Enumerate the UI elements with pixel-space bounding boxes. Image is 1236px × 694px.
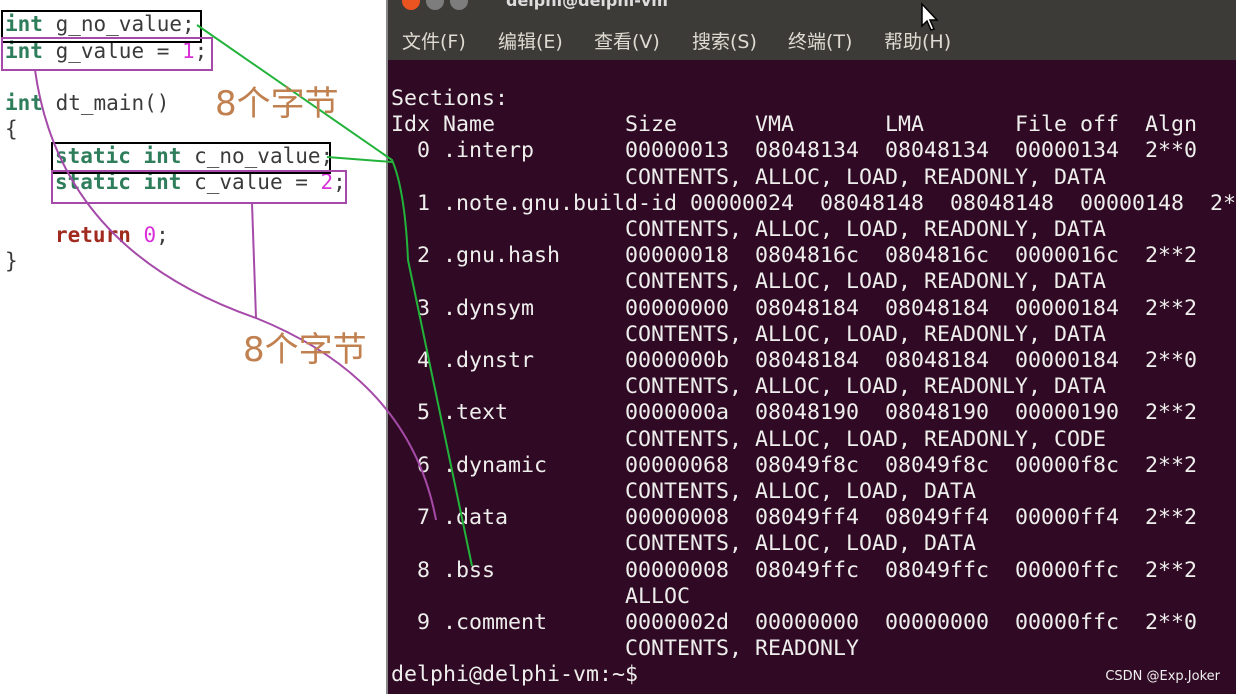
code-token: int — [5, 12, 43, 36]
terminal-line: 0 .interp 00000013 08048134 08048134 000… — [391, 138, 1198, 164]
minimize-button[interactable] — [426, 0, 444, 10]
menu-item[interactable]: 查看(V) — [594, 31, 660, 53]
highlight-box-black — [1, 10, 202, 43]
menu-item[interactable]: 帮助(H) — [884, 31, 952, 53]
code-line: int g_no_value; — [5, 11, 195, 37]
terminal-line: 6 .dynamic 00000068 08049f8c 08049f8c 00… — [391, 452, 1198, 478]
code-line: { — [5, 116, 18, 142]
terminal-line: 8 .bss 00000008 08049ffc 08049ffc 00000f… — [391, 557, 1198, 583]
code-token: ; — [333, 170, 346, 194]
code-token: 0 — [143, 223, 157, 247]
terminal-output: Sections: Idx Name Size VMA LMA File off … — [391, 86, 1236, 689]
terminal-line: CONTENTS, ALLOC, LOAD, READONLY, CODE — [391, 426, 1107, 452]
annotation-label: 8个字节 — [215, 84, 339, 124]
code-line: } — [5, 248, 18, 274]
code-line: return 0; — [55, 222, 169, 248]
terminal-line: 9 .comment 0000002d 00000000 00000000 00… — [391, 610, 1198, 636]
terminal-line: Sections: — [391, 86, 509, 111]
purple-connector-line — [251, 202, 257, 319]
code-token: static int — [55, 144, 182, 168]
code-token: ; — [194, 39, 208, 63]
terminal-line: CONTENTS, ALLOC, LOAD, DATA — [391, 479, 977, 505]
window-title: delphi@delphi-vm — [506, 0, 668, 10]
menu-item[interactable]: 搜索(S) — [692, 31, 757, 53]
terminal-line: CONTENTS, ALLOC, LOAD, READONLY, DATA — [391, 269, 1107, 295]
code-line: static int c_no_value; — [55, 143, 333, 169]
code-token: int — [5, 91, 43, 115]
terminal-line: CONTENTS, ALLOC, LOAD, READONLY, DATA — [391, 217, 1107, 243]
terminal-line: CONTENTS, ALLOC, LOAD, DATA — [391, 531, 977, 557]
terminal-line: CONTENTS, ALLOC, LOAD, READONLY, DATA — [391, 164, 1107, 190]
code-token: } — [5, 249, 18, 273]
code-line: int g_value = 1; — [5, 38, 207, 64]
green-arrow-line — [196, 24, 473, 567]
terminal-line: Idx Name Size VMA LMA File off Algn — [391, 112, 1198, 138]
code-token: c_value = — [181, 170, 321, 194]
code-token: c_no_value; — [181, 144, 334, 168]
purple-arrow-line — [34, 69, 437, 521]
code-token: return — [55, 223, 131, 247]
menu-bar: 文件(F) 编辑(E) 查看(V) 搜索(S) 终端(T) 帮助(H) — [388, 18, 1236, 60]
terminal-line: 4 .dynstr 0000000b 08048184 08048184 000… — [391, 348, 1198, 374]
terminal-line: delphi@delphi-vm:~$ — [391, 662, 639, 688]
maximize-button[interactable] — [450, 0, 468, 10]
menu-item[interactable]: 编辑(E) — [498, 31, 563, 53]
code-line: int dt_main() — [5, 90, 169, 116]
code-token: ; — [156, 223, 169, 247]
code-editor: int g_no_value; int g_value = 1; int dt_ma… — [0, 0, 386, 694]
watermark: CSDN @Exp.Joker — [1105, 669, 1220, 684]
code-token: dt_main() — [42, 91, 170, 115]
close-button[interactable] — [402, 0, 420, 10]
highlight-box-purple — [51, 170, 347, 204]
menu-item[interactable]: 终端(T) — [788, 31, 853, 53]
title-bar: delphi@delphi-vm — [388, 0, 1236, 18]
code-token: 2 — [320, 170, 334, 194]
terminal-line: 3 .dynsym 00000000 08048184 08048184 000… — [391, 295, 1198, 321]
terminal-window: delphi@delphi-vm 文件(F) 编辑(E) 查看(V) 搜索(S) 终端(… — [386, 0, 1236, 694]
mouse-cursor-icon — [921, 2, 939, 31]
code-token: int — [5, 39, 43, 63]
code-line: static int c_value = 2; — [55, 169, 346, 195]
terminal-line: 2 .gnu.hash 00000018 0804816c 0804816c 0… — [391, 243, 1198, 269]
code-token: g_no_value; — [42, 12, 195, 36]
terminal-line: 7 .data 00000008 08049ff4 08049ff4 00000… — [391, 505, 1198, 531]
terminal-line: CONTENTS, READONLY — [391, 636, 860, 662]
code-token: { — [5, 117, 18, 141]
menu-item[interactable]: 文件(F) — [402, 31, 466, 53]
terminal-line: 5 .text 0000000a 08048190 08048190 00000… — [391, 400, 1198, 426]
green-connector-line — [326, 156, 393, 163]
terminal-line: 1 .note.gnu.build-id 00000024 08048148 0… — [391, 190, 1236, 216]
terminal-line: CONTENTS, ALLOC, LOAD, READONLY, DATA — [391, 321, 1107, 347]
code-token: g_value = — [42, 39, 183, 63]
terminal-line: CONTENTS, ALLOC, LOAD, READONLY, DATA — [391, 374, 1107, 400]
annotation-label: 8个字节 — [243, 330, 367, 370]
code-token: 1 — [182, 39, 195, 63]
highlight-box-purple — [1, 37, 213, 71]
terminal-line: ALLOC — [391, 583, 691, 609]
